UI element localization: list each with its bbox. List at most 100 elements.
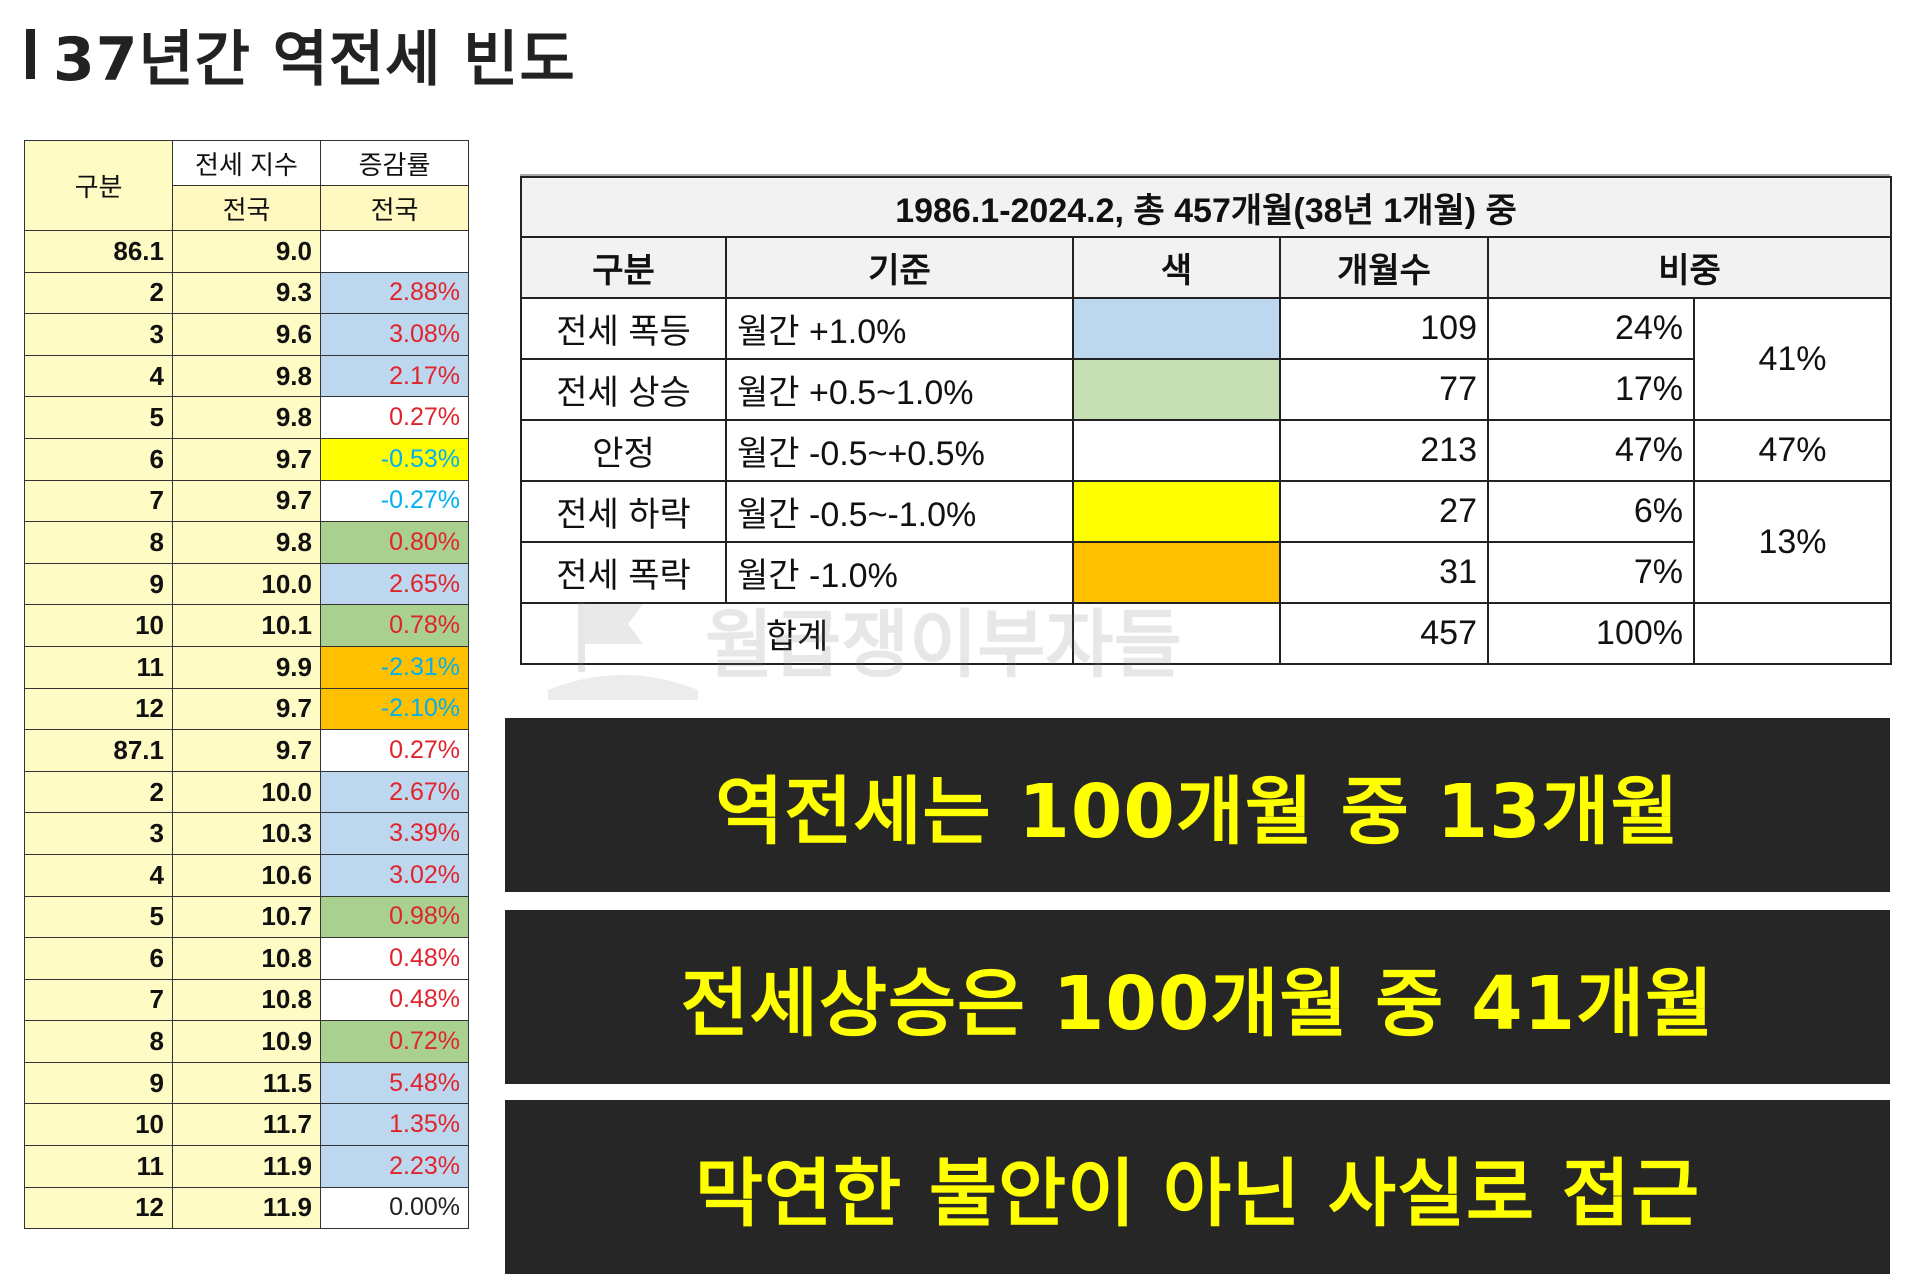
row-month: 2	[24, 770, 173, 814]
row-rate: -2.31%	[320, 645, 469, 689]
summary-total-months: 457	[1279, 602, 1489, 665]
row-rate: 0.27%	[320, 729, 469, 772]
row-rate: 2.67%	[320, 770, 469, 814]
row-index: 10.6	[172, 853, 321, 897]
row-index: 9.8	[172, 396, 321, 439]
group-share-stable: 47%	[1692, 419, 1893, 482]
summary-header-category: 구분	[520, 236, 727, 299]
row-month: 9	[24, 562, 173, 606]
color-swatch-orange	[1072, 541, 1281, 604]
row-month: 10	[24, 604, 173, 647]
table-row: 9 10.0 2.65%	[24, 562, 469, 606]
summary-months: 77	[1279, 358, 1489, 421]
table-row: 87.1 9.7 0.27%	[24, 729, 469, 772]
row-rate: 2.17%	[320, 354, 469, 398]
row-month: 11	[24, 1145, 173, 1188]
row-rate: 0.48%	[320, 937, 469, 980]
row-rate: 0.98%	[320, 895, 469, 939]
row-rate: -2.10%	[320, 687, 469, 731]
row-index: 9.7	[172, 437, 321, 481]
row-month: 12	[24, 1186, 173, 1230]
watermark-flag-icon	[548, 602, 698, 700]
row-index: 10.7	[172, 895, 321, 939]
row-month: 7	[24, 978, 173, 1022]
row-index: 10.1	[172, 604, 321, 647]
table-row: 8 9.8 0.80%	[24, 521, 469, 564]
table-row: 3 9.6 3.08%	[24, 313, 469, 356]
row-index: 9.0	[172, 230, 321, 273]
summary-share: 17%	[1487, 358, 1695, 421]
row-month: 2	[24, 271, 173, 315]
summary-months: 27	[1279, 480, 1489, 543]
row-index: 10.8	[172, 978, 321, 1022]
color-swatch-white	[1072, 419, 1281, 482]
row-month: 8	[24, 521, 173, 564]
header-rate-sub: 전국	[320, 185, 469, 231]
table-row: 12 9.7 -2.10%	[24, 687, 469, 731]
row-index: 11.5	[172, 1061, 321, 1105]
table-row: 2 10.0 2.67%	[24, 770, 469, 814]
row-month: 5	[24, 895, 173, 939]
row-month: 86.1	[24, 230, 173, 273]
table-row: 11 9.9 -2.31%	[24, 645, 469, 689]
summary-months: 213	[1279, 419, 1489, 482]
table-row: 12 11.9 0.00%	[24, 1186, 469, 1230]
row-month: 10	[24, 1103, 173, 1147]
row-rate: 0.72%	[320, 1020, 469, 1063]
color-swatch-green	[1072, 358, 1281, 421]
table-row: 2 9.3 2.88%	[24, 271, 469, 315]
row-month: 4	[24, 853, 173, 897]
row-month: 4	[24, 354, 173, 398]
page-title-text: 37년간 역전세 빈도	[53, 24, 576, 95]
summary-months: 109	[1279, 297, 1489, 360]
table-row: 4 9.8 2.17%	[24, 354, 469, 398]
row-rate: 3.02%	[320, 853, 469, 897]
summary-row: 전세 폭락 월간 -1.0% 31 7%	[520, 541, 1891, 604]
summary-share: 47%	[1487, 419, 1695, 482]
row-month: 12	[24, 687, 173, 731]
summary-criterion: 월간 +1.0%	[725, 297, 1074, 360]
page-title: 37년간 역전세 빈도	[26, 14, 576, 95]
row-month: 6	[24, 437, 173, 481]
summary-months: 31	[1279, 541, 1489, 604]
summary-header-color: 색	[1072, 236, 1281, 299]
summary-row: 전세 폭등 월간 +1.0% 109 24% 41%	[520, 297, 1893, 421]
table-row: 10 10.1 0.78%	[24, 604, 469, 647]
title-accent-bar	[26, 29, 35, 79]
summary-header-criterion: 기준	[725, 236, 1074, 299]
banner-jeonse-rise: 전세상승은 100개월 중 41개월	[505, 910, 1890, 1084]
summary-criterion: 월간 -0.5~-1.0%	[725, 480, 1074, 543]
row-index: 9.7	[172, 479, 321, 523]
table-row: 3 10.3 3.39%	[24, 812, 469, 855]
row-index: 10.9	[172, 1020, 321, 1063]
summary-criterion: 월간 +0.5~1.0%	[725, 358, 1074, 421]
row-month: 87.1	[24, 729, 173, 772]
table-row: 5 9.8 0.27%	[24, 396, 469, 439]
summary-total-empty2	[1692, 602, 1893, 665]
row-rate: -0.27%	[320, 479, 469, 523]
summary-category: 전세 상승	[520, 358, 727, 421]
summary-total-share: 100%	[1487, 602, 1695, 665]
summary-header-months: 개월수	[1279, 236, 1489, 299]
summary-category: 전세 폭락	[520, 541, 727, 604]
table-row: 9 11.5 5.48%	[24, 1061, 469, 1105]
row-rate: 0.27%	[320, 396, 469, 439]
row-month: 8	[24, 1020, 173, 1063]
summary-category: 전세 하락	[520, 480, 727, 543]
row-rate: 0.78%	[320, 604, 469, 647]
summary-share: 6%	[1487, 480, 1695, 543]
summary-total-row: 합계 457 100%	[520, 602, 1893, 665]
summary-table: 1986.1-2024.2, 총 457개월(38년 1개월) 중 구분 기준 …	[519, 176, 1893, 665]
row-month: 9	[24, 1061, 173, 1105]
watermark-brand: 월급쟁이부자들	[705, 602, 1182, 688]
monthly-index-table: 구분 전세 지수 증감률 전국 전국 86.1 9.0 2 9.3 2.88% 3 9.6 3…	[24, 140, 469, 1230]
group-share-up: 41%	[1692, 297, 1893, 421]
summary-share: 7%	[1487, 541, 1695, 604]
row-rate: -0.53%	[320, 437, 469, 481]
row-index: 10.0	[172, 770, 321, 814]
row-rate: 2.88%	[320, 271, 469, 315]
header-index-group: 전세 지수	[172, 140, 321, 186]
row-rate: 2.23%	[320, 1145, 469, 1188]
row-rate: 0.80%	[320, 521, 469, 564]
summary-criterion: 월간 -0.5~+0.5%	[725, 419, 1074, 482]
